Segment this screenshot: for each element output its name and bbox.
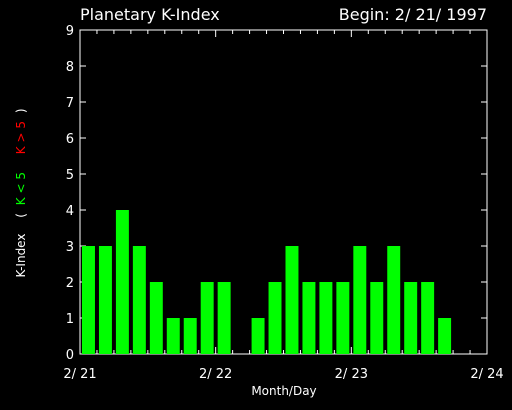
bars: [82, 210, 452, 354]
y-tick-label: 8: [66, 60, 74, 75]
k-index-bar: [268, 282, 282, 354]
k-index-bar: [183, 318, 197, 354]
y-axis-label-high: K > 5: [14, 121, 28, 154]
k-index-bar: [302, 282, 316, 354]
k-index-bar: [251, 318, 265, 354]
y-tick-label: 7: [66, 96, 74, 111]
k-index-bar: [336, 282, 350, 354]
k-index-bar: [421, 282, 435, 354]
y-axis-label-open: (: [14, 213, 28, 218]
y-tick-label: 6: [66, 132, 74, 147]
y-tick-label: 0: [66, 348, 74, 363]
k-index-bar: [98, 246, 112, 354]
y-axis-label-low: K < 5: [14, 172, 28, 205]
y-axis-label: K-Index ( K < 5 K > 5 ): [14, 108, 28, 277]
y-tick-label: 2: [66, 276, 74, 291]
y-tick-label: 3: [66, 240, 74, 255]
svg-text:K-Index ( K < 5: K-Index ( K < 5 K > 5 ): [14, 108, 28, 277]
y-tick-label: 5: [66, 168, 74, 183]
k-index-bar: [319, 282, 333, 354]
k-index-bar: [166, 318, 180, 354]
k-index-bar: [285, 246, 299, 354]
k-index-bar: [82, 246, 95, 354]
y-tick-label: 9: [66, 24, 74, 39]
y-axis-label-prefix: K-Index: [14, 234, 28, 278]
y-tick-label: 1: [66, 312, 74, 327]
chart-subtitle: Begin: 2/ 21/ 1997: [339, 5, 487, 24]
x-tick-label: 2/ 24: [470, 367, 503, 382]
k-index-bar: [387, 246, 401, 354]
k-index-bar: [404, 282, 418, 354]
k-index-bar: [132, 246, 146, 354]
y-tick-label: 4: [66, 204, 74, 219]
k-index-bar: [115, 210, 129, 354]
x-axis-label: Month/Day: [251, 384, 316, 398]
y-axis-label-close: ): [14, 108, 28, 113]
x-tick-label: 2/ 23: [335, 367, 368, 382]
k-index-bar: [353, 246, 367, 354]
k-index-bar: [149, 282, 163, 354]
k-index-bar: [370, 282, 384, 354]
k-index-bar: [217, 282, 231, 354]
x-tick-label: 2/ 22: [199, 367, 232, 382]
k-index-bar: [438, 318, 452, 354]
chart-title: Planetary K-Index: [80, 5, 220, 24]
k-index-bar: [200, 282, 214, 354]
x-tick-labels: 2/ 21 2/ 22 2/ 23 2/ 24: [63, 367, 503, 382]
y-tick-labels: 0 1 2 3 4 5 6 7 8 9: [66, 24, 74, 363]
x-tick-label: 2/ 21: [63, 367, 96, 382]
